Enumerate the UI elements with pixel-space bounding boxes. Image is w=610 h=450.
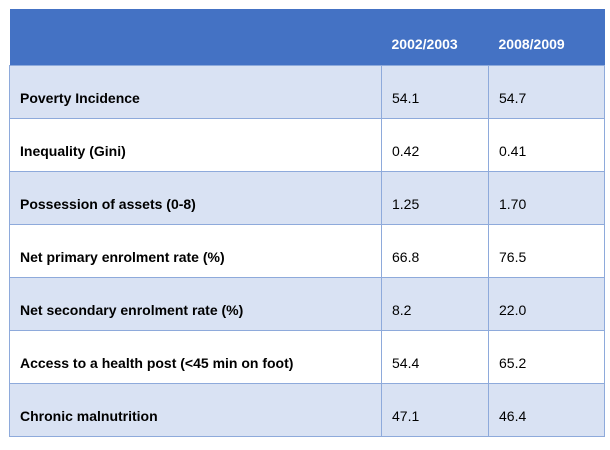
row-label: Access to a health post (<45 min on foot… [9, 329, 382, 384]
row-value: 47.1 [381, 382, 489, 437]
row-value: 1.25 [381, 170, 489, 225]
row-value: 54.1 [381, 64, 489, 119]
row-label: Net secondary enrolment rate (%) [9, 276, 382, 331]
row-value: 0.42 [381, 117, 489, 172]
row-label: Chronic malnutrition [9, 382, 382, 437]
row-value: 76.5 [488, 223, 605, 278]
table-row: Net primary enrolment rate (%) 66.8 76.5 [9, 223, 605, 278]
table-row: Possession of assets (0-8) 1.25 1.70 [9, 170, 605, 225]
row-value: 22.0 [488, 276, 605, 331]
header-cell-2002-2003: 2002/2003 [381, 9, 489, 65]
row-value: 0.41 [488, 117, 605, 172]
row-label: Net primary enrolment rate (%) [9, 223, 382, 278]
row-value: 54.4 [381, 329, 489, 384]
table-row: Poverty Incidence 54.1 54.7 [9, 64, 605, 119]
row-value: 1.70 [488, 170, 605, 225]
row-label: Inequality (Gini) [9, 117, 382, 172]
row-label: Poverty Incidence [9, 64, 382, 119]
data-table: 2002/2003 2008/2009 Poverty Incidence 54… [9, 9, 605, 437]
row-value: 46.4 [488, 382, 605, 437]
row-label: Possession of assets (0-8) [9, 170, 382, 225]
table-row: Access to a health post (<45 min on foot… [9, 329, 605, 384]
row-value: 8.2 [381, 276, 489, 331]
table-container: 2002/2003 2008/2009 Poverty Incidence 54… [9, 9, 605, 437]
row-value: 65.2 [488, 329, 605, 384]
table-row: Inequality (Gini) 0.42 0.41 [9, 117, 605, 172]
header-row: 2002/2003 2008/2009 [9, 9, 605, 65]
header-cell-2008-2009: 2008/2009 [488, 9, 605, 65]
row-value: 66.8 [381, 223, 489, 278]
row-value: 54.7 [488, 64, 605, 119]
header-cell-label [9, 9, 382, 65]
table-row: Net secondary enrolment rate (%) 8.2 22.… [9, 276, 605, 331]
table-row: Chronic malnutrition 47.1 46.4 [9, 382, 605, 437]
